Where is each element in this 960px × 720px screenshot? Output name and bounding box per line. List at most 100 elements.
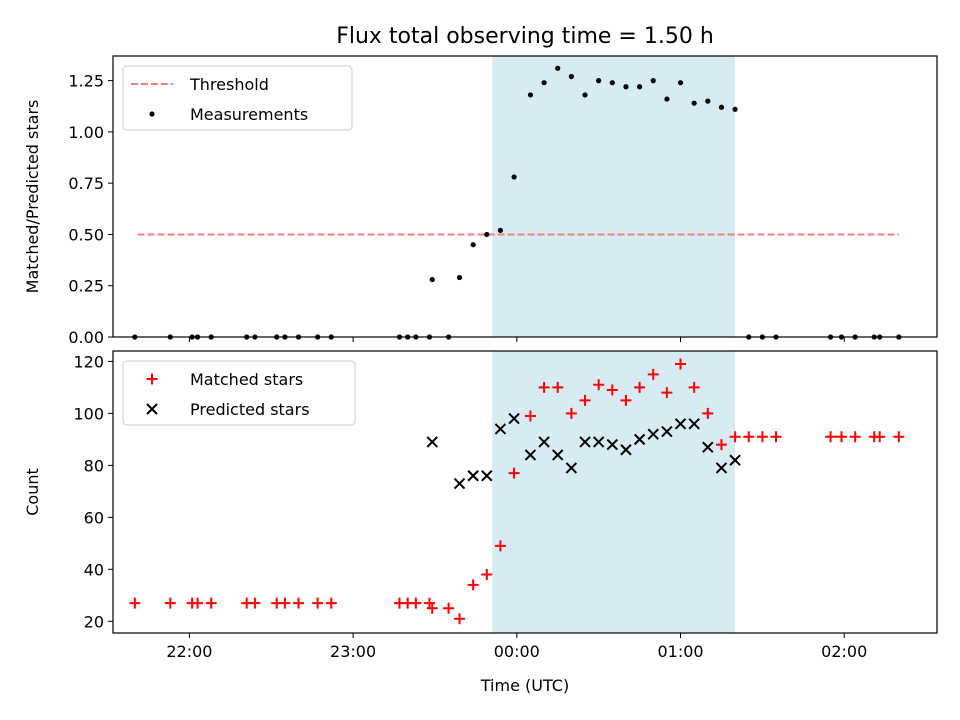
matched-star-point xyxy=(836,431,848,443)
matched-star-point xyxy=(443,602,455,614)
predicted-star-point xyxy=(729,454,741,466)
matched-star-point xyxy=(279,597,291,609)
y-tick-label: 40 xyxy=(84,560,104,579)
matched-star-point xyxy=(849,431,861,443)
legend: Matched stars Predicted stars xyxy=(122,360,356,426)
measurement-point xyxy=(429,276,435,283)
x-tick-label: 02:00 xyxy=(821,642,867,661)
matched-star-point xyxy=(770,431,782,443)
matched-star-point xyxy=(756,431,768,443)
predicted-star-point xyxy=(467,470,479,482)
measurement-point xyxy=(609,80,615,86)
y-tick-label: 0.50 xyxy=(68,225,104,244)
x-tick-label: 00:00 xyxy=(494,642,540,661)
y-tick-label: 60 xyxy=(84,508,104,527)
y-tick-label: 1.00 xyxy=(68,123,104,142)
axes-frame xyxy=(112,350,938,634)
matched-star-point xyxy=(205,597,217,609)
matched-star-point xyxy=(634,381,646,393)
predicted-star-point xyxy=(494,423,507,435)
predicted-star-point xyxy=(481,470,493,482)
predicted-star-point xyxy=(620,444,632,456)
legend-box xyxy=(122,360,356,426)
matched-star-point xyxy=(620,394,632,406)
predicted-star-point xyxy=(606,438,619,451)
legend-label: Threshold xyxy=(189,75,269,94)
matched-star-point xyxy=(293,597,305,609)
matched-star-point xyxy=(249,597,261,609)
y-tick-label: 20 xyxy=(84,612,104,631)
measurement-point xyxy=(596,78,602,84)
matched-star-point xyxy=(426,602,438,614)
x-tick-label: 23:00 xyxy=(330,642,376,661)
matched-star-point xyxy=(565,407,577,419)
y-axis-label: Count xyxy=(23,468,42,516)
matched-star-point xyxy=(467,579,479,591)
predicted-star-point xyxy=(524,449,537,461)
measurement-point xyxy=(664,96,670,102)
matched-star-point xyxy=(579,394,591,406)
matched-star-point xyxy=(410,597,422,609)
legend-label: Predicted stars xyxy=(190,400,310,419)
legend-measurement-swatch xyxy=(149,111,155,117)
measurement-point xyxy=(541,80,547,86)
matched-star-point xyxy=(702,407,714,419)
y-tick-label: 80 xyxy=(84,456,104,475)
matched-star-point xyxy=(606,384,618,396)
predicted-star-point xyxy=(592,436,605,448)
measurement-point xyxy=(527,92,534,98)
x-tick-label: 22:00 xyxy=(166,642,212,661)
measurement-point xyxy=(705,98,711,104)
measurement-point xyxy=(732,106,738,112)
matched-star-point xyxy=(743,431,755,443)
axes-frame xyxy=(112,55,938,338)
y-axis-label: Matched/Predicted stars xyxy=(23,100,42,294)
measurement-point xyxy=(470,242,476,248)
matched-star-point xyxy=(129,597,141,609)
matched-star-point xyxy=(192,597,204,609)
y-tick-label: 0.25 xyxy=(68,277,104,296)
legend: Threshold Measurements xyxy=(122,65,353,131)
matched-star-point xyxy=(494,540,506,552)
measurement-point xyxy=(691,100,697,106)
predicted-star-point xyxy=(647,428,659,440)
matched-star-point xyxy=(424,597,436,609)
predicted-star-point xyxy=(579,436,591,448)
measurement-point xyxy=(456,274,463,281)
matched-star-point xyxy=(825,431,837,443)
matched-star-point xyxy=(538,381,550,393)
y-tick-label: 1.25 xyxy=(68,72,104,91)
matched-star-point xyxy=(729,431,741,443)
matched-star-point xyxy=(524,410,536,422)
matched-star-point xyxy=(164,597,176,609)
legend-predicted-swatch xyxy=(146,403,158,415)
predicted-star-point xyxy=(674,418,687,430)
predicted-star-point xyxy=(508,412,520,425)
predicted-star-point xyxy=(538,436,550,448)
y-tick-label: 100 xyxy=(73,404,104,423)
matched-star-point xyxy=(454,613,466,625)
matched-star-point xyxy=(481,569,493,581)
measurement-point xyxy=(650,78,656,84)
predicted-star-point xyxy=(565,462,578,474)
matched-star-point xyxy=(312,597,324,609)
predicted-star-point xyxy=(453,477,466,490)
x-axis-label: Time (UTC) xyxy=(480,676,569,695)
measurement-point xyxy=(677,80,684,86)
predicted-star-point xyxy=(633,433,646,446)
x-tick-label: 01:00 xyxy=(657,642,703,661)
highlight-span xyxy=(492,56,736,337)
matched-star-point xyxy=(552,381,564,393)
measurement-point xyxy=(484,231,490,238)
measurement-point xyxy=(568,73,574,80)
matched-star-point xyxy=(661,387,673,399)
measurement-point xyxy=(497,227,504,233)
predicted-star-point xyxy=(552,449,564,461)
legend-label: Matched stars xyxy=(190,370,303,389)
predicted-star-point xyxy=(661,425,673,438)
matched-star-point xyxy=(675,358,687,370)
predicted-star-point xyxy=(688,418,700,430)
measurement-point xyxy=(582,92,588,98)
matched-star-point xyxy=(593,379,605,391)
